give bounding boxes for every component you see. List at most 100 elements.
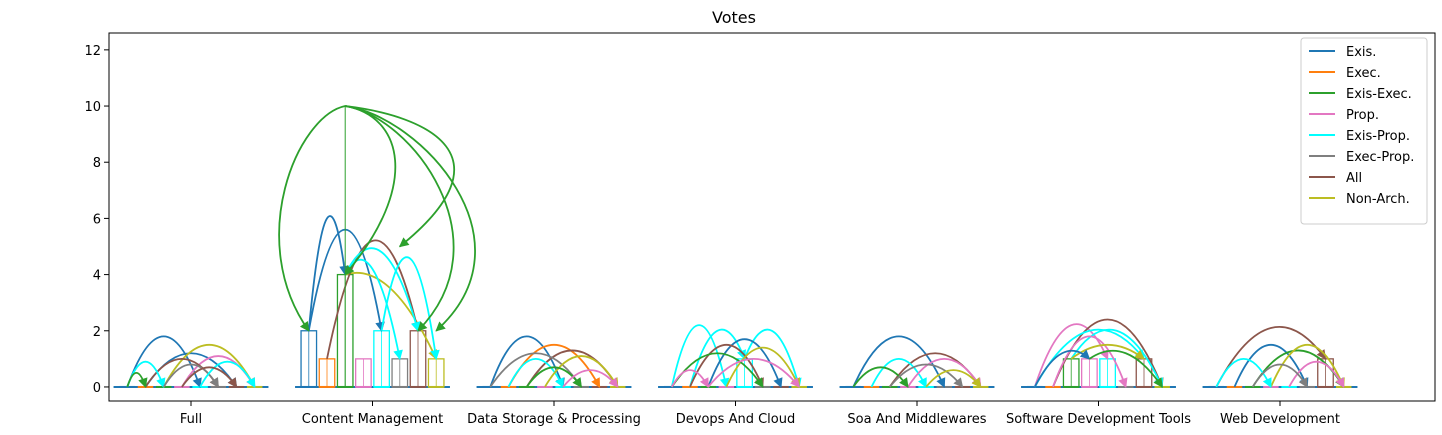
arrow-head (209, 377, 219, 388)
arrow-head (246, 377, 256, 388)
arrow-head (555, 377, 564, 388)
arc (544, 355, 619, 388)
arrow-head (608, 377, 619, 388)
arrow-head (572, 377, 582, 388)
arc (852, 335, 946, 388)
arrow-head (398, 237, 410, 248)
y-tick-label: 2 (93, 325, 101, 340)
arc (199, 360, 256, 388)
x-tick-label: Software Development Tools (1006, 412, 1191, 427)
arcs-layer (126, 105, 1345, 389)
arrow-head (899, 377, 909, 388)
arrow-head (918, 377, 927, 388)
arc (852, 366, 909, 388)
arc (307, 215, 347, 331)
arc (689, 344, 764, 388)
arrow-head (156, 377, 166, 389)
arrow-head (344, 264, 355, 276)
arc (507, 358, 564, 388)
legend-label: Exis-Exec. (1346, 87, 1412, 102)
arc (326, 239, 419, 360)
arrow-head (1118, 377, 1128, 389)
arc (489, 352, 583, 388)
x-tick-label: Data Storage & Processing (467, 412, 641, 427)
arc (1052, 335, 1127, 388)
arrow-head (192, 377, 202, 389)
arrow-head (435, 321, 446, 332)
arc (181, 366, 238, 388)
arrow-head (1298, 377, 1308, 388)
arrow-head (138, 377, 148, 389)
arc (1088, 349, 1163, 388)
legend-label: Prop. (1346, 108, 1379, 123)
x-tick-label: Web Development (1220, 412, 1340, 427)
arrow-head (754, 377, 764, 388)
arrow-head (411, 321, 421, 332)
arc (870, 358, 927, 388)
arc (1070, 343, 1145, 360)
arrow-head (430, 349, 440, 360)
arc (344, 258, 401, 360)
arrow-head (936, 377, 946, 388)
arc (1215, 325, 1327, 388)
arc (1215, 358, 1272, 388)
x-tick-label: Content Management (302, 412, 443, 427)
x-tick-label: Full (180, 412, 202, 427)
arc (126, 335, 201, 388)
x-tick-label: Soa And Middlewares (847, 412, 986, 427)
arrow-head (417, 321, 428, 332)
arrow-head (299, 321, 310, 332)
arc (707, 357, 800, 388)
arrow-head (1079, 349, 1091, 360)
annotation-arc (345, 105, 455, 332)
arc (1251, 363, 1309, 388)
arrow-head (393, 349, 403, 360)
arrow-head (1134, 349, 1145, 360)
arrow-head (1335, 377, 1345, 388)
y-tick-label: 10 (84, 100, 101, 115)
y-tick-label: 0 (93, 381, 101, 396)
annotation-arc (278, 105, 346, 332)
y-tick-label: 8 (93, 156, 101, 171)
annotation-arc (345, 105, 455, 248)
y-tick-label: 4 (93, 269, 101, 284)
annotation-arc (345, 105, 476, 332)
arc (1233, 344, 1309, 388)
arc (162, 363, 220, 388)
arc (1070, 328, 1164, 388)
arc (162, 344, 256, 388)
arc (1033, 323, 1109, 388)
plot-frame (108, 32, 1436, 402)
legend: Exis. Exec. Exis-Exec. Prop. Exis-Prop. Exec-… (1300, 37, 1428, 225)
arrow-head (790, 377, 800, 388)
legend-label: Exis-Prop. (1346, 129, 1410, 144)
arrow-head (971, 377, 982, 388)
arc (907, 358, 982, 388)
arrow-head (953, 377, 964, 388)
arc (1270, 344, 1345, 388)
legend-label: Exis. (1346, 45, 1376, 60)
arrow-head (1262, 377, 1272, 388)
arrow-head (227, 377, 238, 388)
legend-label: All (1346, 171, 1362, 186)
legend-label: Exec. (1346, 66, 1381, 81)
arrow-head (591, 377, 601, 388)
legend-label: Non-Arch. (1346, 192, 1410, 207)
y-tick-label: 12 (84, 44, 101, 59)
chart-title: Votes (712, 8, 756, 27)
arc (889, 363, 964, 388)
arc (525, 366, 583, 388)
axis-layer: 0 2 4 6 8 10 12 Full Content Management Data Stor… (84, 44, 1340, 427)
arrow-head (773, 377, 783, 388)
legend-label: Exec-Prop. (1346, 150, 1414, 165)
arc (743, 328, 801, 388)
arc (707, 338, 782, 388)
arc (344, 247, 419, 332)
arc (1288, 360, 1345, 388)
arc (725, 346, 801, 388)
arrow-head (1153, 377, 1163, 388)
arc (925, 369, 982, 388)
x-tick-label: Devops And Cloud (676, 412, 795, 427)
